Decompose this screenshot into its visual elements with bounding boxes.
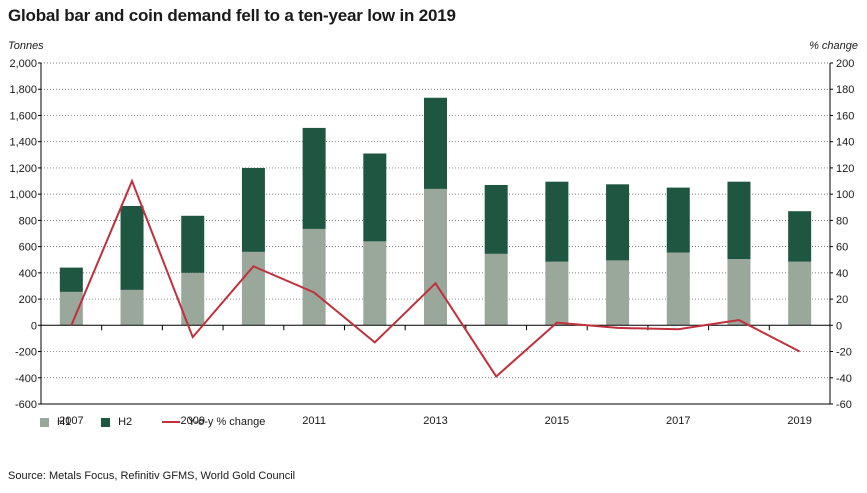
bar-h1 [363, 241, 387, 326]
x-tick-label: 2007 [59, 415, 83, 427]
legend-label-h2: H2 [118, 416, 133, 428]
bar-h1 [484, 253, 508, 326]
legend-label-yoy: Y-o-y % change [188, 416, 266, 428]
bar-h2 [363, 153, 387, 242]
bar-h1 [606, 260, 630, 326]
y2-tick-label: -40 [836, 373, 852, 385]
y-tick-label: 800 [19, 215, 37, 227]
y-tick-label: 0 [31, 320, 37, 332]
y2-tick-label: 20 [836, 294, 848, 306]
bar-h1 [241, 251, 265, 326]
legend-item-h1: H1 [40, 416, 71, 428]
legend-item-yoy: Y-o-y % change [162, 416, 265, 428]
y2-tick-label: 160 [836, 110, 854, 122]
y2-tick-label: 80 [836, 215, 848, 227]
source-note: Source: Metals Focus, Refinitiv GFMS, Wo… [8, 470, 296, 482]
y2-tick-label: -60 [836, 399, 852, 411]
x-tick-label: 2019 [787, 415, 811, 427]
x-tick-label: 2015 [545, 415, 569, 427]
y2-tick-label: 40 [836, 268, 848, 280]
chart-title: Global bar and coin demand fell to a ten… [8, 6, 456, 25]
y-tick-label: 1,800 [9, 84, 37, 96]
bar-h2 [59, 267, 83, 292]
bar-h2 [241, 167, 265, 252]
x-tick-label: 2009 [180, 415, 204, 427]
bar-h2 [606, 184, 630, 261]
bar-h2 [302, 127, 326, 229]
bar-h1 [120, 289, 144, 326]
y-tick-label: 200 [19, 294, 37, 306]
y-tick-label: 1,400 [9, 137, 37, 149]
bar-h1 [727, 259, 751, 326]
y2-tick-label: 180 [836, 84, 854, 96]
x-tick-label: 2011 [302, 415, 326, 427]
bar-h2 [727, 181, 751, 260]
y-tick-label: -400 [15, 373, 37, 385]
y2-tick-label: 100 [836, 189, 854, 201]
bar-h2 [484, 184, 508, 254]
y2-tick-label: 140 [836, 137, 854, 149]
y2-tick-label: 60 [836, 242, 848, 254]
bar-h2 [424, 97, 447, 189]
bar-h2 [788, 211, 812, 262]
bar-h2 [545, 181, 569, 262]
y-tick-label: 1,600 [9, 110, 37, 122]
legend-swatch-yoy [162, 421, 181, 423]
y2-tick-label: 200 [836, 58, 854, 70]
legend-swatch-h1 [40, 417, 49, 427]
bar-h1 [788, 261, 812, 326]
bar-h1 [59, 291, 83, 326]
left-axis-unit: Tonnes [8, 40, 44, 52]
legend-label-h1: H1 [57, 416, 72, 428]
x-tick-label: 2017 [666, 415, 690, 427]
y2-tick-label: -20 [836, 347, 852, 359]
bar-h1 [666, 252, 690, 326]
bar-h1 [302, 228, 326, 326]
bar-h1 [181, 272, 205, 326]
y-tick-label: 600 [19, 242, 37, 254]
bar-h1 [545, 261, 569, 326]
legend-item-h2: H2 [101, 416, 132, 428]
y-tick-label: 2,000 [9, 58, 37, 70]
y-tick-label: 1,000 [9, 189, 37, 201]
y-tick-label: -200 [15, 347, 37, 359]
x-tick-label: 2013 [423, 415, 447, 427]
right-axis-unit: % change [809, 40, 858, 52]
chart-legend: H1 H2 Y-o-y % change [40, 416, 295, 428]
y-tick-label: 400 [19, 268, 37, 280]
y-tick-label: 1,200 [9, 163, 37, 175]
y2-tick-label: 0 [836, 320, 842, 332]
y-tick-label: -600 [15, 399, 37, 411]
y2-tick-label: 120 [836, 163, 854, 175]
legend-swatch-h2 [101, 417, 111, 427]
yoy-change-line [70, 178, 801, 378]
bar-h2 [120, 205, 144, 290]
bar-h2 [181, 215, 205, 273]
bar-h2 [666, 187, 690, 253]
bar-h1 [424, 188, 447, 326]
